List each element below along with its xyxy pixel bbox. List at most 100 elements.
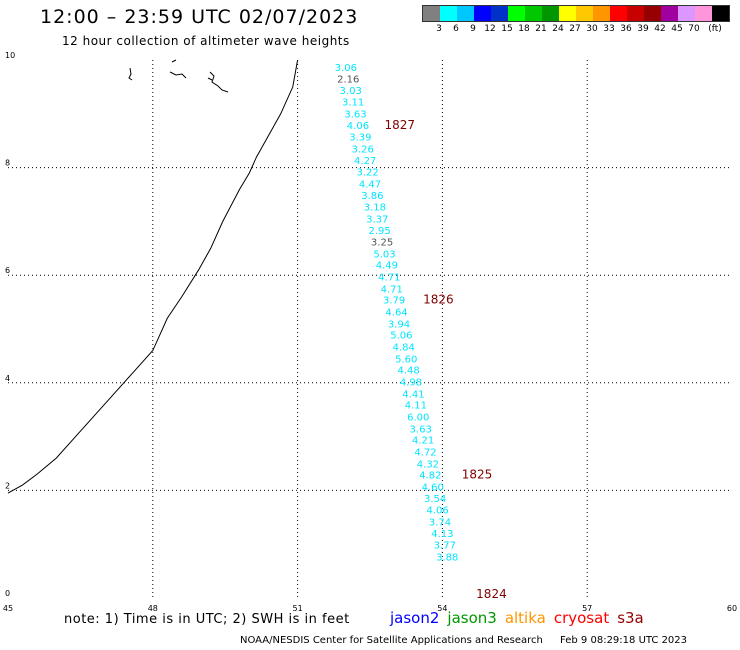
legend-swatch bbox=[712, 6, 729, 21]
legend-swatch bbox=[644, 6, 661, 21]
wave-height-label: 3.94 bbox=[388, 319, 410, 330]
legend-label: 12 bbox=[484, 24, 496, 34]
coastline-path bbox=[7, 59, 299, 494]
legend-swatch bbox=[559, 6, 576, 21]
island-1 bbox=[128, 67, 133, 81]
legend-swatch bbox=[627, 6, 644, 21]
y-tick-label: 10 bbox=[5, 51, 15, 60]
x-tick-label: 51 bbox=[293, 604, 303, 613]
legend-swatch bbox=[593, 6, 610, 21]
wave-height-label: 3.86 bbox=[361, 191, 383, 202]
wave-height-label: 4.82 bbox=[419, 471, 441, 482]
legend-label: 30 bbox=[586, 24, 598, 34]
x-tick-label: 48 bbox=[148, 604, 158, 613]
legend-label: 45 bbox=[671, 24, 683, 34]
wave-height-label: 3.79 bbox=[383, 296, 405, 307]
time-label: 1827 bbox=[384, 118, 415, 132]
wave-height-label: 3.63 bbox=[344, 110, 366, 121]
legend-swatch bbox=[610, 6, 627, 21]
legend-label: 24 bbox=[552, 24, 564, 34]
wave-height-label: 4.27 bbox=[354, 156, 376, 167]
satellite-legend: jason2 jason3 altika cryosat s3a bbox=[390, 609, 652, 627]
legend-label: 6 bbox=[453, 24, 459, 34]
legend-swatch bbox=[423, 6, 440, 21]
wave-height-label: 5.03 bbox=[373, 249, 395, 260]
wave-height-label: 5.06 bbox=[390, 331, 412, 342]
wave-height-label: 3.18 bbox=[364, 203, 386, 214]
wave-height-label: 2.16 bbox=[337, 75, 359, 86]
time-label: 1825 bbox=[462, 468, 493, 482]
legend-swatch bbox=[491, 6, 508, 21]
wave-height-label: 3.25 bbox=[371, 238, 393, 249]
coastline bbox=[7, 59, 299, 494]
legend-label: 27 bbox=[569, 24, 581, 34]
wave-height-label: 3.88 bbox=[436, 552, 458, 563]
y-tick-label: 6 bbox=[5, 266, 10, 275]
legend-swatch bbox=[474, 6, 491, 21]
wave-height-label: 4.64 bbox=[385, 308, 407, 319]
x-tick-label: 45 bbox=[3, 604, 13, 613]
islands bbox=[128, 59, 229, 93]
wave-height-label: 3.06 bbox=[335, 63, 357, 74]
time-labels: 1827 1826 1825 1824 bbox=[384, 118, 506, 601]
wave-height-label: 3.22 bbox=[356, 168, 378, 179]
y-tick-label: 0 bbox=[5, 589, 10, 598]
color-legend: 3 6 9 12 15 18 21 24 27 30 33 36 39 42 45 70 (ft) bbox=[422, 5, 730, 36]
wave-height-label: 4.60 bbox=[422, 482, 444, 493]
wave-height-label: 4.06 bbox=[347, 121, 369, 132]
legend-label: 33 bbox=[603, 24, 615, 34]
satellite-cryosat: cryosat bbox=[553, 609, 610, 627]
credit-text: NOAA/NESDIS Center for Satellite Applica… bbox=[240, 635, 543, 646]
credit-line: NOAA/NESDIS Center for Satellite Applica… bbox=[240, 635, 687, 646]
legend-label: 42 bbox=[654, 24, 666, 34]
legend-swatch bbox=[661, 6, 678, 21]
x-tick-label: 57 bbox=[582, 604, 592, 613]
wave-height-label: 4.72 bbox=[414, 447, 436, 458]
y-tick-label: 4 bbox=[5, 374, 10, 383]
wave-height-label: 4.49 bbox=[376, 261, 398, 272]
wave-height-label: 3.37 bbox=[366, 214, 388, 225]
wave-height-label: 4.47 bbox=[359, 180, 381, 191]
wave-height-label: 3.11 bbox=[342, 98, 364, 109]
axis-ticks: 45 48 51 54 57 60 0 2 4 6 8 10 bbox=[3, 51, 737, 613]
map-title: 12:00 – 23:59 UTC 02/07/2023 bbox=[40, 6, 359, 28]
grid-lines bbox=[8, 60, 732, 598]
legend-swatch bbox=[508, 6, 525, 21]
legend-label: 36 bbox=[620, 24, 632, 34]
time-label: 1826 bbox=[423, 293, 454, 307]
y-tick-label: 8 bbox=[5, 159, 10, 168]
legend-swatch bbox=[678, 6, 695, 21]
wave-height-label: 4.48 bbox=[397, 366, 419, 377]
wave-height-label: 4.98 bbox=[400, 377, 422, 388]
legend-label: 15 bbox=[501, 24, 513, 34]
wave-height-label: 3.26 bbox=[352, 145, 374, 156]
wave-height-points: 3.062.163.033.113.634.063.393.264.273.22… bbox=[335, 63, 459, 564]
wave-height-label: 5.60 bbox=[395, 354, 417, 365]
wave-height-label: 4.71 bbox=[381, 284, 403, 295]
legend-label: 9 bbox=[470, 24, 476, 34]
wave-height-label: 3.74 bbox=[429, 517, 451, 528]
legend-swatch bbox=[695, 6, 712, 21]
legend-swatches bbox=[422, 5, 730, 22]
wave-height-label: 4.32 bbox=[417, 459, 439, 470]
satellite-s3a: s3a bbox=[617, 609, 644, 627]
legend-swatch bbox=[440, 6, 457, 21]
legend-label: 39 bbox=[637, 24, 649, 34]
wave-height-label: 3.03 bbox=[340, 86, 362, 97]
island-3 bbox=[207, 71, 229, 93]
legend-label: 18 bbox=[518, 24, 530, 34]
legend-label: 3 bbox=[436, 24, 442, 34]
satellite-altika: altika bbox=[504, 609, 546, 627]
wave-height-label: 4.13 bbox=[431, 529, 453, 540]
wave-height-label: 4.06 bbox=[426, 506, 448, 517]
legend-swatch bbox=[576, 6, 593, 21]
wave-height-label: 3.63 bbox=[410, 424, 432, 435]
wave-height-label: 4.84 bbox=[393, 343, 415, 354]
wave-height-label: 6.00 bbox=[407, 412, 429, 423]
footer-note: note: 1) Time is in UTC; 2) SWH is in fe… bbox=[64, 612, 350, 627]
y-tick-label: 2 bbox=[5, 481, 10, 490]
satellite-jason2: jason2 bbox=[390, 609, 440, 627]
wave-height-label: 4.21 bbox=[412, 436, 434, 447]
wave-height-label: 4.71 bbox=[378, 273, 400, 284]
legend-swatch bbox=[525, 6, 542, 21]
